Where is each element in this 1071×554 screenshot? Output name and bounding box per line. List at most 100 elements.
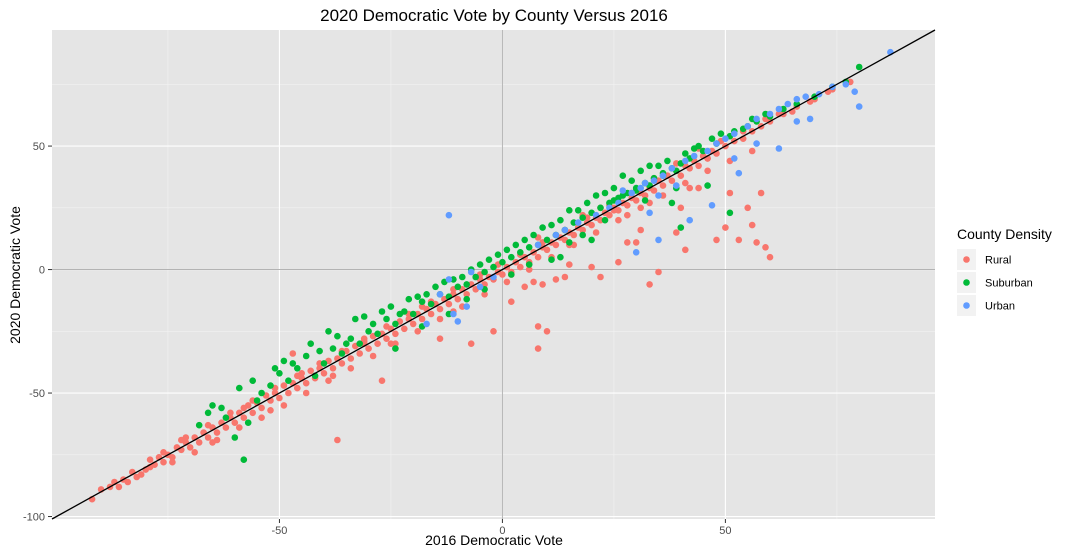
legend-label-suburban: Suburban bbox=[985, 278, 1033, 290]
point-suburban bbox=[244, 419, 252, 427]
point-suburban bbox=[276, 370, 283, 377]
point-suburban bbox=[530, 231, 537, 239]
point-rural bbox=[294, 384, 301, 392]
point-suburban bbox=[521, 236, 528, 244]
point-suburban bbox=[204, 409, 212, 417]
y-axis-ticks: -100 -50 0 50 bbox=[23, 141, 52, 524]
point-rural bbox=[289, 350, 297, 357]
point-rural bbox=[677, 172, 685, 179]
point-urban bbox=[735, 169, 743, 177]
point-rural bbox=[552, 276, 560, 283]
series-urban bbox=[423, 48, 894, 328]
point-suburban bbox=[240, 456, 248, 464]
point-rural bbox=[213, 429, 221, 436]
point-urban bbox=[731, 130, 738, 137]
point-suburban bbox=[236, 384, 243, 392]
point-urban bbox=[655, 192, 662, 199]
point-suburban bbox=[231, 434, 239, 441]
point-rural bbox=[204, 434, 212, 441]
point-suburban bbox=[320, 360, 328, 367]
point-urban bbox=[713, 140, 720, 147]
point-rural bbox=[191, 449, 198, 456]
point-rural bbox=[414, 328, 422, 335]
point-rural bbox=[632, 197, 640, 204]
y-tick-label: 0 bbox=[39, 265, 45, 277]
point-urban bbox=[659, 172, 667, 179]
point-urban bbox=[802, 93, 809, 100]
point-rural bbox=[615, 216, 622, 224]
point-rural bbox=[682, 246, 689, 254]
point-rural bbox=[646, 281, 653, 288]
point-rural bbox=[659, 182, 667, 189]
point-suburban bbox=[539, 224, 546, 231]
point-suburban bbox=[481, 268, 488, 276]
point-rural bbox=[240, 414, 248, 422]
point-urban bbox=[637, 184, 644, 192]
point-suburban bbox=[258, 389, 265, 397]
point-rural bbox=[369, 352, 377, 360]
point-suburban bbox=[579, 214, 586, 221]
point-rural bbox=[378, 377, 386, 385]
point-rural bbox=[347, 365, 355, 372]
point-rural bbox=[436, 335, 444, 343]
point-rural bbox=[686, 184, 693, 192]
point-suburban bbox=[619, 172, 627, 179]
point-suburban bbox=[374, 330, 381, 338]
legend-key-rural bbox=[963, 256, 970, 263]
point-rural bbox=[280, 382, 288, 389]
point-rural bbox=[508, 298, 515, 306]
point-suburban bbox=[392, 320, 399, 328]
point-urban bbox=[552, 231, 560, 239]
point-rural bbox=[236, 424, 243, 431]
point-urban bbox=[784, 100, 792, 108]
point-rural bbox=[356, 350, 364, 357]
point-suburban bbox=[365, 328, 372, 335]
point-urban bbox=[753, 115, 760, 123]
point-rural bbox=[521, 283, 528, 291]
point-urban bbox=[704, 147, 711, 155]
point-suburban bbox=[574, 207, 582, 214]
point-rural bbox=[561, 273, 569, 281]
point-rural bbox=[436, 315, 444, 323]
point-rural bbox=[418, 303, 426, 310]
point-suburban bbox=[677, 224, 685, 231]
point-suburban bbox=[548, 221, 555, 229]
point-rural bbox=[178, 436, 185, 444]
point-suburban bbox=[338, 350, 346, 357]
point-urban bbox=[463, 303, 471, 310]
point-suburban bbox=[610, 184, 618, 192]
point-suburban bbox=[409, 310, 417, 318]
point-suburban bbox=[294, 365, 301, 372]
point-suburban bbox=[664, 157, 671, 165]
point-suburban bbox=[583, 199, 591, 207]
point-rural bbox=[209, 439, 216, 446]
point-rural bbox=[637, 204, 644, 212]
point-rural bbox=[302, 379, 310, 387]
point-rural bbox=[481, 291, 488, 298]
point-rural bbox=[588, 221, 595, 229]
point-suburban bbox=[271, 365, 279, 372]
point-urban bbox=[708, 202, 716, 209]
point-rural bbox=[543, 328, 551, 335]
point-rural bbox=[695, 162, 702, 170]
point-rural bbox=[240, 404, 248, 412]
point-rural bbox=[374, 340, 381, 348]
point-urban bbox=[646, 209, 653, 217]
point-rural bbox=[160, 458, 167, 466]
point-suburban bbox=[356, 340, 364, 348]
point-rural bbox=[276, 394, 283, 402]
point-urban bbox=[454, 318, 462, 325]
point-urban bbox=[731, 155, 738, 162]
point-suburban bbox=[485, 256, 493, 264]
point-rural bbox=[454, 295, 462, 303]
point-rural bbox=[186, 444, 194, 451]
point-rural bbox=[566, 261, 573, 268]
point-suburban bbox=[405, 295, 413, 303]
point-rural bbox=[726, 189, 734, 197]
point-urban bbox=[476, 283, 484, 291]
point-suburban bbox=[655, 162, 662, 170]
point-suburban bbox=[369, 320, 377, 328]
point-rural bbox=[624, 202, 631, 209]
point-rural bbox=[677, 204, 685, 212]
legend-label-rural: Rural bbox=[985, 255, 1011, 267]
